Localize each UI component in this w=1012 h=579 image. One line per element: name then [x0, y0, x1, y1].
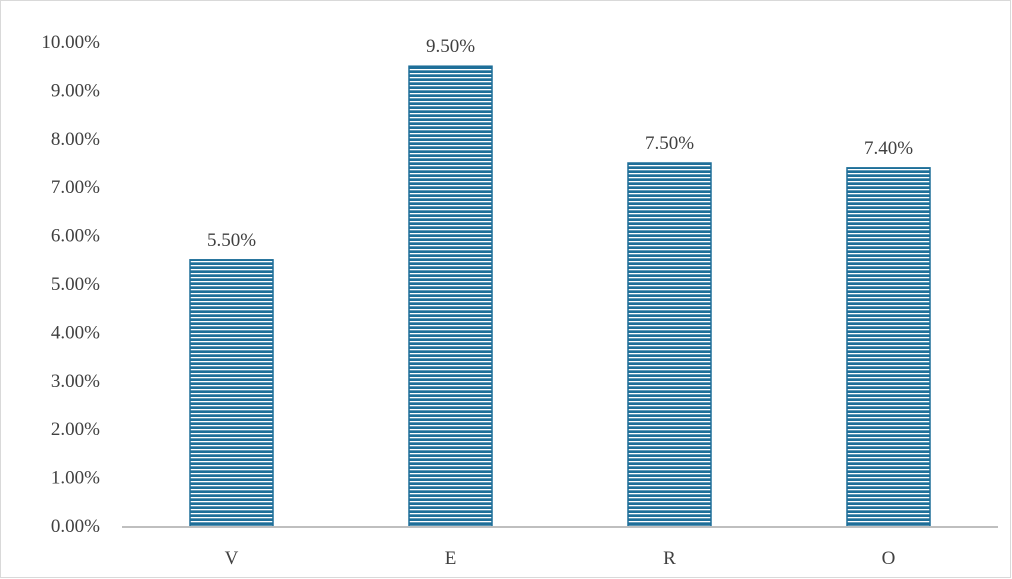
y-tick-label: 7.00%	[51, 177, 100, 198]
y-tick-label: 1.00%	[51, 468, 100, 489]
x-category-label: O	[882, 548, 896, 569]
x-category-label: R	[663, 548, 676, 569]
y-axis-tick-labels: 0.00% 1.00% 2.00% 3.00% 4.00% 5.00% 6.00% 7.00%…	[41, 32, 100, 537]
y-tick-label: 6.00%	[51, 226, 100, 247]
x-category-label: V	[225, 548, 239, 569]
data-label: 7.50%	[645, 133, 694, 154]
y-tick-label: 5.00%	[51, 274, 100, 295]
bar-v	[189, 259, 274, 527]
data-label: 7.40%	[864, 138, 913, 159]
data-label: 5.50%	[207, 230, 256, 251]
x-category-label: E	[445, 548, 457, 569]
data-label: 9.50%	[426, 36, 475, 57]
y-tick-label: 2.00%	[51, 419, 100, 440]
y-tick-label: 10.00%	[41, 32, 100, 53]
data-labels: 5.50% 9.50% 7.50% 7.40%	[207, 36, 913, 251]
y-tick-label: 4.00%	[51, 322, 100, 343]
y-tick-label: 0.00%	[51, 516, 100, 537]
bar-e	[408, 65, 493, 527]
bars	[189, 65, 931, 527]
y-tick-label: 8.00%	[51, 129, 100, 150]
y-tick-label: 9.00%	[51, 80, 100, 101]
bar-o	[846, 167, 931, 527]
y-tick-label: 3.00%	[51, 371, 100, 392]
bar-r	[627, 162, 712, 527]
